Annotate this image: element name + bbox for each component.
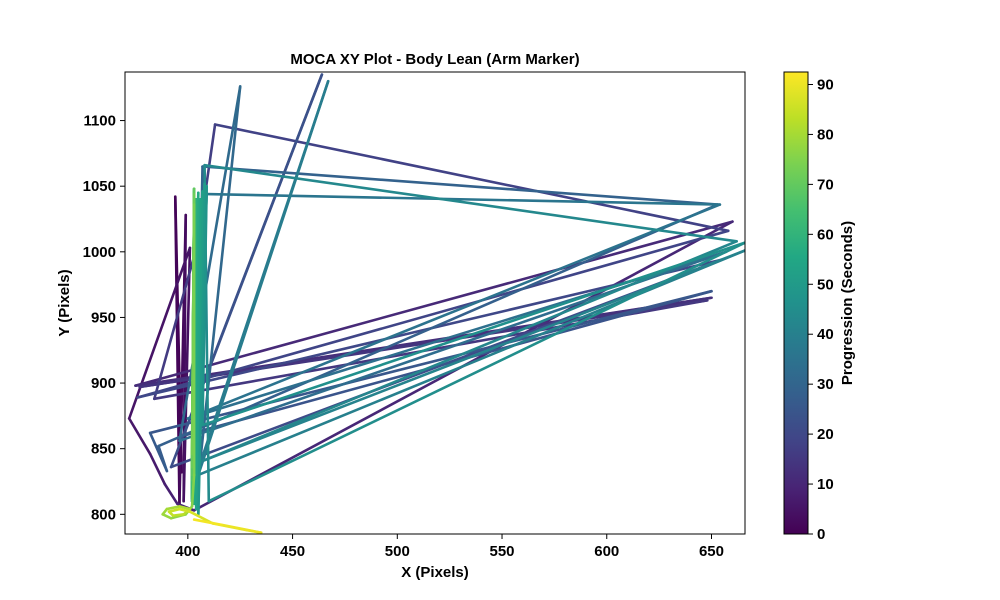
trajectory-segment — [157, 203, 720, 448]
x-tick-label: 650 — [699, 543, 724, 560]
trajectory-segment — [213, 123, 730, 233]
y-tick-label: 1100 — [83, 113, 116, 130]
y-axis-label: Y (Pixels) — [56, 269, 73, 336]
colorbar-tick-label: 70 — [817, 176, 834, 193]
x-axis: 400 450 500 550 600 650 — [175, 534, 724, 560]
colorbar-tick-label: 90 — [817, 76, 834, 93]
colorbar-tick-label: 40 — [817, 326, 834, 343]
trajectory-segment — [182, 246, 192, 503]
colorbar-tick-label: 60 — [817, 226, 834, 243]
colorbar-label: Progression (Seconds) — [839, 221, 856, 385]
colorbar-tick-label: 20 — [817, 426, 834, 443]
colorbar-tick-label: 50 — [817, 276, 834, 293]
trajectory-segment — [178, 505, 192, 511]
y-tick-label: 850 — [91, 441, 116, 458]
colorbar — [783, 71, 809, 535]
plot-area — [127, 73, 745, 534]
colorbar-tick-label: 10 — [817, 476, 834, 493]
trajectory-segment — [186, 203, 722, 420]
colorbar-ticks: 0 10 20 30 40 50 60 70 80 90 — [808, 76, 834, 543]
x-tick-label: 600 — [594, 543, 619, 560]
trajectory-segment — [182, 289, 713, 437]
trajectory-segment — [220, 523, 263, 534]
x-tick-label: 550 — [490, 543, 515, 560]
trajectory-segment — [163, 482, 179, 506]
trajectory-segment — [199, 240, 738, 464]
y-tick-label: 1000 — [83, 244, 116, 261]
plot-frame — [124, 71, 746, 535]
x-tick-label: 500 — [385, 543, 410, 560]
trajectory-segment — [161, 513, 173, 520]
trajectory-segment — [201, 241, 745, 427]
colorbar-tick-label: 0 — [817, 526, 825, 543]
trajectory-segment — [207, 241, 745, 503]
trajectory-segment — [201, 165, 720, 206]
trajectory-segment — [171, 513, 185, 517]
x-axis-label: X (Pixels) — [401, 564, 469, 581]
trajectory-segment — [157, 444, 169, 473]
trajectory-segment — [197, 79, 330, 477]
chart-title: MOCA XY Plot - Body Lean (Arm Marker) — [290, 51, 579, 68]
y-axis: 800 850 900 950 1000 1050 1100 — [83, 113, 125, 523]
trajectory-segment — [165, 505, 181, 511]
trajectory-segment — [178, 507, 192, 513]
trajectory-segment — [136, 229, 730, 399]
colorbar-tick-label: 30 — [817, 376, 834, 393]
y-tick-label: 950 — [91, 309, 116, 326]
y-tick-label: 1050 — [83, 178, 116, 195]
trajectory-segment — [127, 417, 152, 456]
trajectory-segment — [173, 195, 181, 506]
colorbar-tick-label: 80 — [817, 126, 834, 143]
trajectory-segment — [190, 473, 196, 508]
trajectory-segment — [203, 163, 738, 243]
trajectory-segment — [192, 518, 223, 527]
trajectory-segment — [148, 452, 167, 486]
trajectory-segment — [167, 507, 181, 513]
y-tick-label: 800 — [91, 506, 116, 523]
trajectory-segment — [194, 85, 242, 500]
y-tick-label: 900 — [91, 375, 116, 392]
trajectory-segment — [178, 85, 242, 443]
trajectory-segment — [205, 192, 722, 206]
trajectory-segment — [153, 240, 200, 401]
trajectory-segment — [127, 246, 192, 420]
x-tick-label: 400 — [175, 543, 200, 560]
x-tick-label: 450 — [280, 543, 305, 560]
